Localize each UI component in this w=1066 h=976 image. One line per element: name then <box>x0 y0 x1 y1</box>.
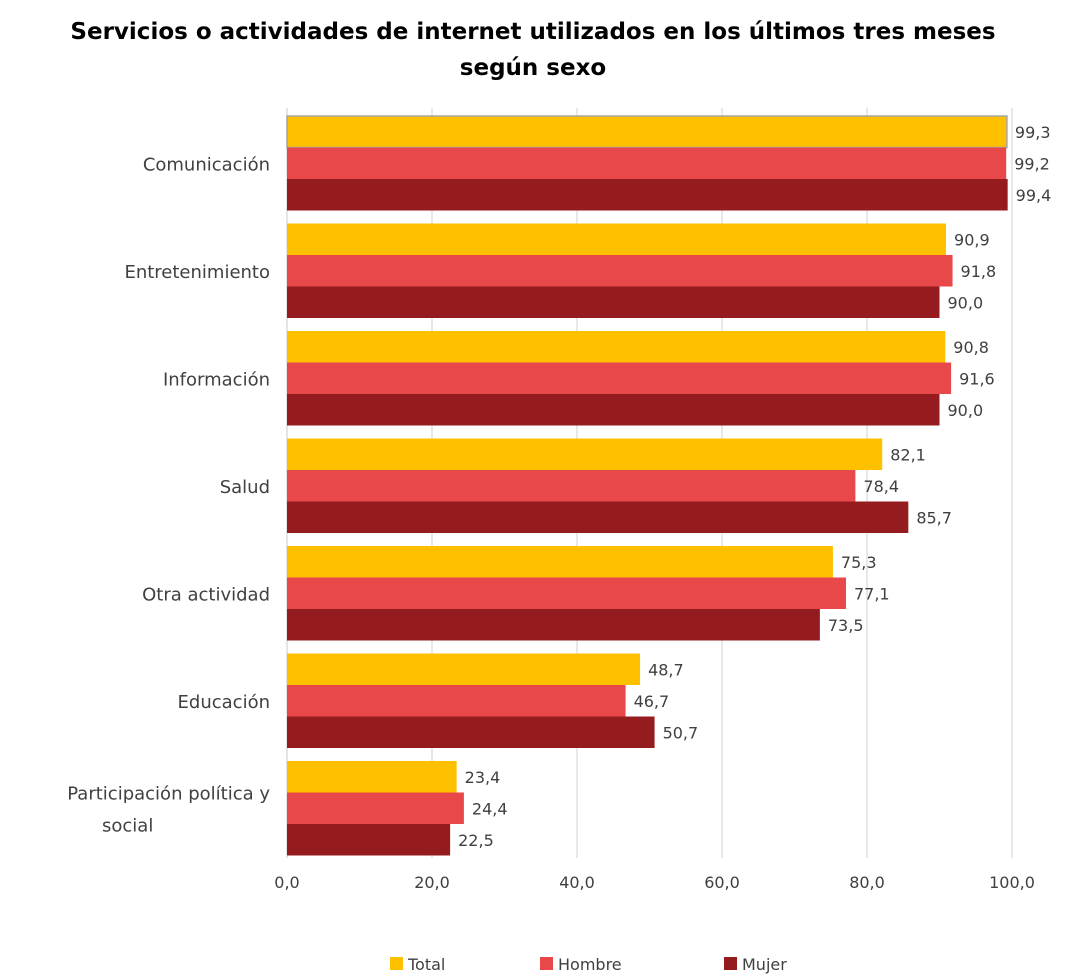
legend: Total Hombre Mujer <box>390 955 787 974</box>
legend-label-hombre: Hombre <box>558 955 622 974</box>
chart-title-line-1: Servicios o actividades de internet util… <box>70 19 996 45</box>
x-tick-label: 0,0 <box>274 873 299 892</box>
data-label: 85,7 <box>916 508 952 527</box>
data-label: 46,7 <box>634 692 670 711</box>
bar-hombre <box>287 362 952 394</box>
legend-label-total: Total <box>407 955 445 974</box>
bar-hombre <box>287 255 953 287</box>
bar-total <box>287 438 883 470</box>
x-tick-label: 40,0 <box>559 873 595 892</box>
data-label: 22,5 <box>458 831 494 850</box>
bar-total <box>287 223 947 255</box>
bars <box>286 115 1008 856</box>
data-label: 24,4 <box>472 799 508 818</box>
category-labels: Comunicación Entretenimiento Información Sa… <box>67 154 270 836</box>
data-label: 82,1 <box>890 445 926 464</box>
data-label: 99,4 <box>1016 186 1052 205</box>
bar-hombre <box>287 147 1007 179</box>
bar-mujer <box>287 501 909 533</box>
bar-hombre <box>287 577 846 609</box>
data-label: 90,8 <box>953 338 989 357</box>
x-tick-label: 100,0 <box>989 873 1035 892</box>
chart-title-line-2: según sexo <box>459 55 607 81</box>
data-label: 77,1 <box>854 584 890 603</box>
category-label: social <box>102 815 153 836</box>
category-label: Comunicación <box>143 154 270 175</box>
bar-mujer <box>287 824 451 856</box>
category-label: Salud <box>220 477 270 498</box>
bar-mujer <box>287 609 820 641</box>
data-label: 91,6 <box>959 369 995 388</box>
bar-hombre <box>287 470 856 502</box>
data-label: 90,0 <box>948 293 984 312</box>
x-tick-label: 80,0 <box>849 873 885 892</box>
bar-total <box>287 761 457 793</box>
data-label: 78,4 <box>863 477 899 496</box>
data-label: 91,8 <box>961 262 997 281</box>
data-labels: 99,3 99,2 99,4 90,9 91,8 90,0 90,8 91,6 90,0 82,1… <box>458 123 1051 850</box>
bar-mujer <box>287 716 655 748</box>
legend-label-mujer: Mujer <box>742 955 787 974</box>
bar-total <box>287 653 641 685</box>
data-label: 73,5 <box>828 616 864 635</box>
bar-hombre <box>287 792 464 824</box>
data-label: 23,4 <box>465 768 501 787</box>
x-tick-label: 20,0 <box>414 873 450 892</box>
legend-swatch-mujer <box>724 957 737 970</box>
bar-mujer <box>287 179 1008 211</box>
bar-total <box>287 331 946 363</box>
data-label: 90,0 <box>948 401 984 420</box>
x-axis-ticks: 0,0 20,0 40,0 60,0 80,0 100,0 <box>274 873 1035 892</box>
category-label: Educación <box>178 692 270 713</box>
data-label: 99,3 <box>1015 123 1051 142</box>
bar-mujer <box>287 286 940 318</box>
data-label: 50,7 <box>663 723 699 742</box>
data-label: 99,2 <box>1014 154 1050 173</box>
category-label: Otra actividad <box>142 584 270 605</box>
legend-swatch-hombre <box>540 957 553 970</box>
legend-swatch-total <box>390 957 403 970</box>
category-label: Información <box>163 369 270 390</box>
x-tick-label: 60,0 <box>704 873 740 892</box>
data-label: 48,7 <box>648 660 684 679</box>
chart-title: Servicios o actividades de internet util… <box>0 14 1066 86</box>
data-label: 90,9 <box>954 230 990 249</box>
bar-total <box>286 115 1008 149</box>
data-label: 75,3 <box>841 553 877 572</box>
bar-mujer <box>287 394 940 426</box>
bar-total <box>287 546 833 578</box>
bar-hombre <box>287 685 626 717</box>
category-label: Entretenimiento <box>124 262 270 283</box>
category-label: Participación política y <box>67 783 270 804</box>
